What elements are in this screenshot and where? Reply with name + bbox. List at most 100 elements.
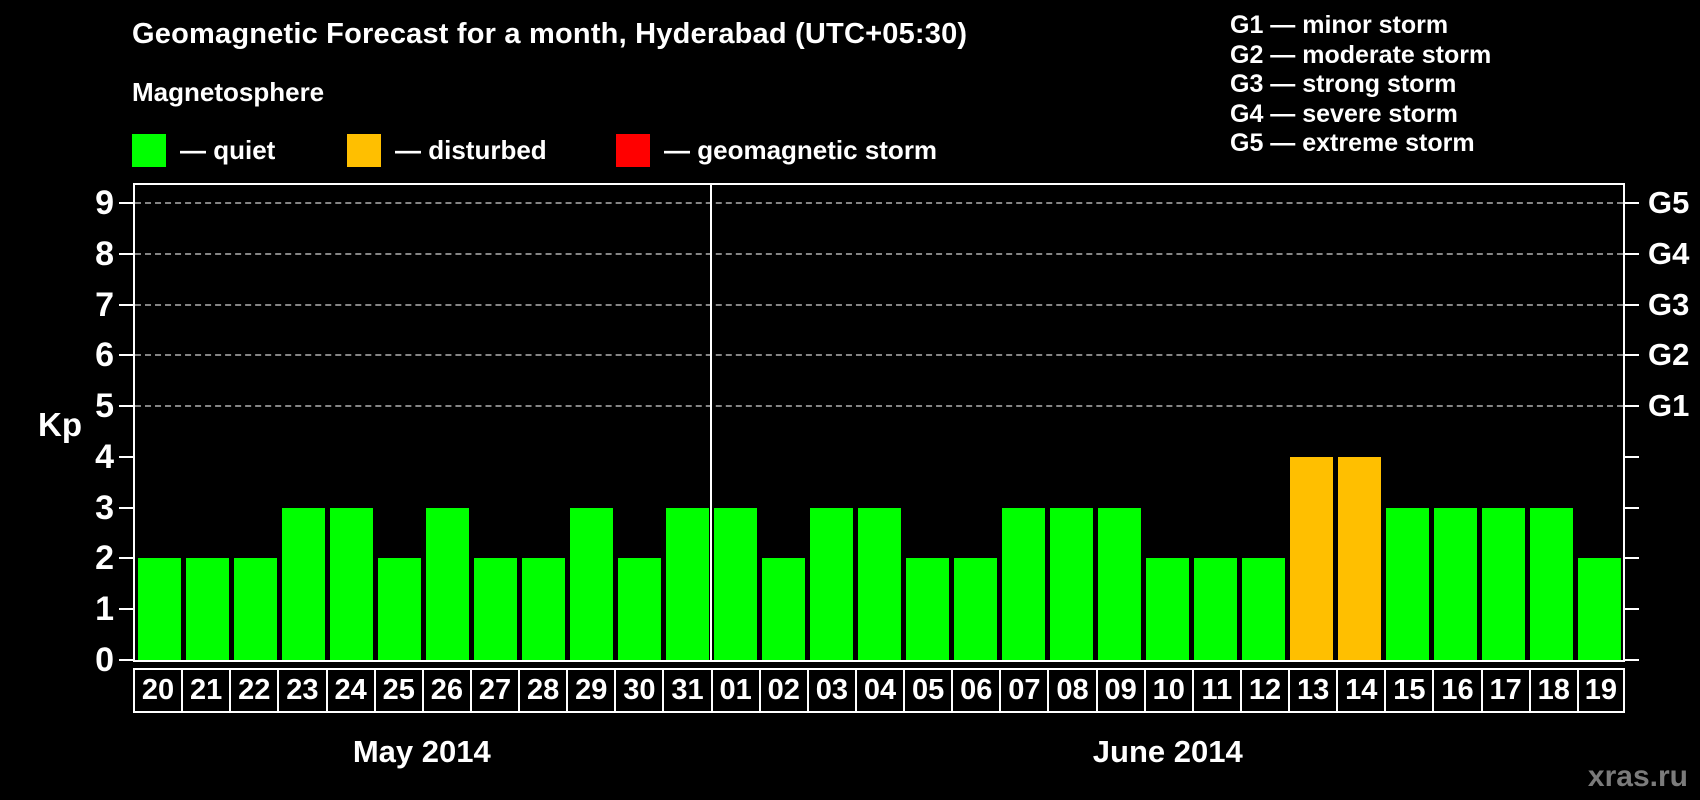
kp-bar-18 [1529,507,1573,660]
watermark: xras.ru [1587,760,1688,793]
storm-scale-g2: G2 — moderate storm [1230,40,1492,69]
right-tick-2 [1625,557,1639,560]
day-label-18: 18 [1528,668,1579,713]
y-tick-2 [119,557,133,560]
y-tick-9 [119,202,133,204]
day-label-23: 23 [277,668,328,713]
y-tick-label-1: 1 [95,590,114,629]
kp-bar-11 [1193,558,1237,660]
storm-scale-legend: G1 — minor storm G2 — moderate storm G3 … [1230,11,1491,159]
grid-line-kp-9 [135,202,1623,204]
kp-bar-06 [953,558,997,660]
day-label-01: 01 [710,668,761,713]
kp-bar-27 [473,558,517,660]
kp-bar-05 [905,558,949,660]
storm-scale-g3: G3 — strong storm [1230,70,1457,98]
y-tick-label-5: 5 [95,387,114,426]
y-tick-label-2: 2 [95,539,114,578]
legend-item-disturbed: — disturbed [347,131,547,169]
legend-heading: Magnetosphere [132,77,325,107]
day-label-17: 17 [1480,668,1531,713]
y-tick-7 [119,303,133,306]
right-tick-9 [1625,202,1639,204]
day-label-20: 20 [133,668,184,713]
day-label-08: 08 [1047,668,1098,713]
right-tick-5 [1625,405,1639,408]
g-scale-label-g2: G2 [1648,337,1690,373]
day-axis-row: 20 21 22 23 24 25 26 27 28 29 30 31 01 02 03 04 05 06 07 08… [133,668,1625,713]
storm-scale-g4: G4 — severe storm [1230,99,1458,128]
kp-bar-12 [1241,558,1285,660]
g-scale-label-g3: G3 [1648,286,1690,322]
g-scale-label-g4: G4 [1648,235,1690,271]
y-tick-5 [119,405,133,408]
y-tick-label-6: 6 [95,336,114,375]
kp-bar-16 [1433,507,1477,660]
day-label-13: 13 [1288,668,1339,713]
y-tick-3 [119,506,133,509]
day-label-12: 12 [1239,668,1291,713]
disturbed-color-swatch-icon [347,133,381,167]
day-label-15: 15 [1384,668,1435,713]
y-tick-label-4: 4 [95,437,114,476]
day-label-09: 09 [1095,668,1146,713]
right-tick-7 [1625,303,1639,306]
day-label-24: 24 [325,668,376,713]
y-tick-8 [119,252,133,255]
grid-line-kp-7 [135,303,1623,306]
day-label-21: 21 [181,668,232,713]
y-tick-label-3: 3 [95,488,114,527]
kp-bar-13 [1289,456,1333,660]
day-label-27: 27 [469,668,521,713]
kp-bar-15 [1385,507,1429,660]
kp-bar-17 [1481,507,1525,660]
day-label-22: 22 [229,668,280,713]
kp-bar-07 [1001,507,1045,660]
right-tick-6 [1625,354,1639,357]
y-tick-label-0: 0 [95,641,114,679]
kp-bar-03 [809,507,853,660]
grid-line-kp-5 [135,405,1623,408]
day-label-25: 25 [373,668,424,713]
right-tick-4 [1625,455,1639,458]
y-tick-1 [119,608,133,611]
legend-item-label: — geomagnetic storm [664,134,938,165]
plot-area [133,183,1625,662]
kp-bar-08 [1049,507,1093,660]
month-label-may-2014: May 2014 [352,734,491,769]
kp-bar-19 [1577,558,1621,660]
legend-item-label: — quiet [180,134,276,165]
y-tick-label-9: 9 [95,184,114,222]
right-tick-1 [1625,608,1639,611]
day-label-10: 10 [1143,668,1194,713]
y-tick-0 [119,659,133,661]
day-label-05: 05 [903,668,954,713]
day-label-19: 19 [1576,668,1625,713]
quiet-color-swatch-icon [132,133,166,167]
kp-bar-26 [425,507,469,660]
day-label-29: 29 [566,668,617,713]
legend-item-geomagnetic-storm: — geomagnetic storm [616,131,937,169]
storm-color-swatch-icon [616,133,650,167]
g-scale-label-g5: G5 [1648,185,1690,220]
y-axis-title: Kp [38,406,82,443]
kp-bar-04 [857,507,901,660]
kp-bar-14 [1337,456,1381,660]
kp-bar-23 [281,507,325,660]
grid-line-kp-6 [135,354,1623,357]
y-tick-6 [119,354,133,357]
storm-scale-g1: G1 — minor storm [1230,11,1449,39]
right-tick-8 [1625,252,1639,255]
day-label-11: 11 [1191,668,1242,713]
y-tick-4 [119,455,133,458]
kp-bar-01 [713,507,757,660]
month-separator [710,185,712,660]
kp-bar-22 [233,558,277,660]
day-label-03: 03 [806,668,857,713]
y-tick-label-8: 8 [95,234,114,273]
kp-bar-10 [1145,558,1189,660]
legend-item-label: — disturbed [395,134,547,165]
kp-bar-31 [665,507,709,660]
day-label-26: 26 [421,668,472,713]
month-axis-row: May 2014 June 2014 [0,734,1700,774]
